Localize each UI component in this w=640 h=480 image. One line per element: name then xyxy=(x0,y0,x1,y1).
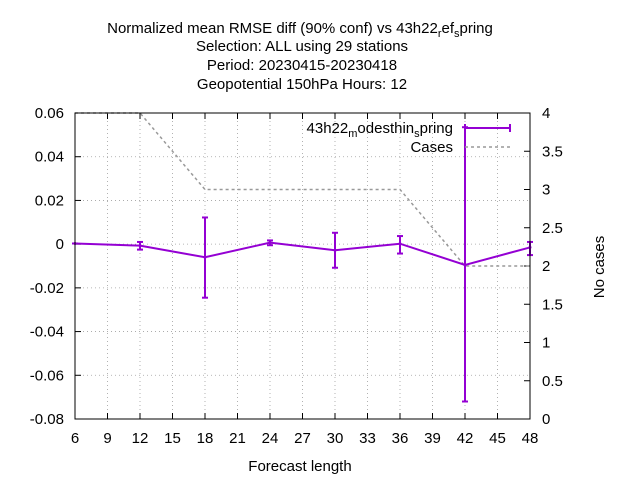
main-line xyxy=(74,241,531,266)
y-tick-label: -0.04 xyxy=(30,324,64,341)
y2-tick-label: 2 xyxy=(542,258,550,275)
data-point xyxy=(138,244,142,248)
y2-tick-label: 0 xyxy=(542,411,550,428)
x-tick-label: 15 xyxy=(164,430,181,447)
title-line-1-sub2: s xyxy=(454,28,460,40)
x-tick-label: 27 xyxy=(294,430,311,447)
series-main xyxy=(72,126,533,403)
x-tick-label: 12 xyxy=(132,430,149,447)
y-tick-label: 0 xyxy=(56,236,64,253)
y2-axis-label: No cases xyxy=(591,236,608,299)
x-tick-label: 6 xyxy=(71,430,79,447)
y-tick-label: 0.06 xyxy=(35,105,64,122)
legend: 43h22modesthinspring Cases xyxy=(307,120,511,156)
y2-tick-label: 2.5 xyxy=(542,220,563,237)
y-tick-label: -0.08 xyxy=(30,411,64,428)
x-tick-label: 39 xyxy=(424,430,441,447)
y-tick-label: -0.02 xyxy=(30,280,64,297)
x-tick-label: 45 xyxy=(489,430,506,447)
x-tick-label: 42 xyxy=(457,430,474,447)
title-line-3: Period: 20230415-20230418 xyxy=(207,57,397,74)
data-point xyxy=(203,255,207,259)
y2-tick-label: 3.5 xyxy=(542,143,563,160)
data-point xyxy=(463,263,467,267)
data-point xyxy=(268,241,272,245)
title-line-1-main: Normalized mean RMSE diff (90% conf) vs … xyxy=(107,20,438,37)
legend-entry-cases-label: Cases xyxy=(410,139,453,156)
x-tick-labels: 6 9 12 15 18 21 24 27 30 33 36 39 42 45 48 xyxy=(71,430,539,447)
legend-entry-main-label: 43h22modesthinspring xyxy=(307,120,453,140)
series-cases xyxy=(75,112,530,267)
y-tick-label: 0.02 xyxy=(35,192,64,209)
x-tick-label: 24 xyxy=(262,430,279,447)
y2-tick-label: 1.5 xyxy=(542,296,563,313)
y-tick-label: 0.04 xyxy=(35,149,64,166)
data-point xyxy=(398,242,402,246)
x-tick-label: 30 xyxy=(327,430,344,447)
y2-tick-label: 3 xyxy=(542,182,550,199)
x-tick-label: 9 xyxy=(103,430,111,447)
title-line-4: Geopotential 150hPa Hours: 12 xyxy=(197,76,407,93)
y-tick-label: -0.06 xyxy=(30,367,64,384)
title-line-1-mid: ef xyxy=(442,20,455,37)
cases-line xyxy=(75,112,530,267)
chart-title: Normalized mean RMSE diff (90% conf) vs … xyxy=(107,20,493,40)
x-tick-label: 21 xyxy=(229,430,246,447)
x-tick-label: 48 xyxy=(522,430,539,447)
y-tick-labels: 0.06 0.04 0.02 0 -0.02 -0.04 -0.06 -0.08 xyxy=(30,105,64,428)
title-line-2: Selection: ALL using 29 stations xyxy=(196,38,408,55)
x-tick-label: 33 xyxy=(359,430,376,447)
x-tick-label: 18 xyxy=(197,430,214,447)
grid xyxy=(75,113,530,419)
y2-tick-labels: 4 3.5 3 2.5 2 1.5 1 0.5 0 xyxy=(542,105,563,428)
plot-border xyxy=(74,112,531,420)
title-line-1-sub1: r xyxy=(438,28,442,40)
x-axis-label: Forecast length xyxy=(248,458,351,475)
y2-tick-label: 0.5 xyxy=(542,373,563,390)
y2-tick-label: 4 xyxy=(542,105,550,122)
x-tick-label: 36 xyxy=(392,430,409,447)
title-line-1-end: pring xyxy=(460,20,493,37)
y2-tick-label: 1 xyxy=(542,335,550,352)
data-point xyxy=(333,248,337,252)
